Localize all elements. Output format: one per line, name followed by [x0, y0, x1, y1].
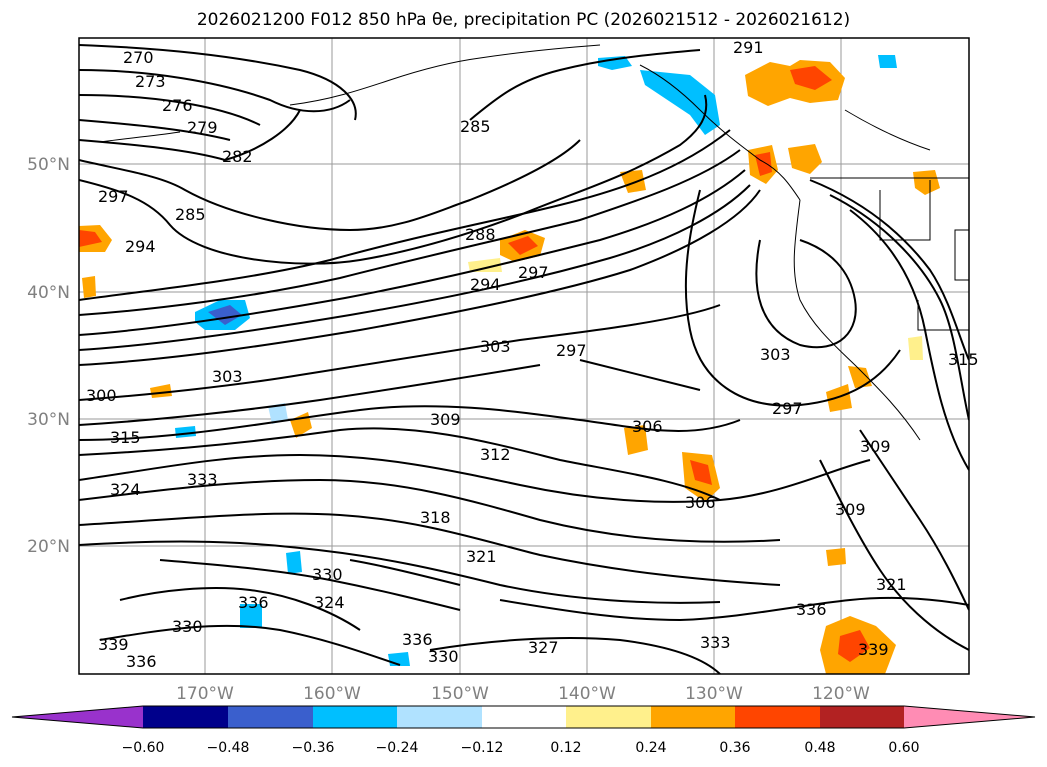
colorbar-extend-high [904, 706, 1035, 728]
contour-label-336d: 336 [126, 652, 157, 671]
colorbar-segment [651, 706, 735, 728]
precip-shading [79, 55, 940, 674]
contour-label-297b: 297 [518, 263, 549, 282]
colorbar-tick: 0.12 [550, 740, 581, 756]
theta-e-contours [79, 44, 969, 674]
contour-label-324: 324 [110, 480, 141, 499]
contour-label-group: 270 273 276 279 282 285 285 288 291 294 … [86, 38, 979, 671]
coastlines [99, 44, 969, 441]
contour-label-336b: 336 [402, 630, 433, 649]
contour-label-303c: 303 [760, 345, 791, 364]
lon-label-150w: 150°W [431, 684, 489, 704]
colorbar-segment [228, 706, 313, 728]
colorbar-segment [313, 706, 397, 728]
colorbar-segment [820, 706, 904, 728]
contour-label-297c: 297 [556, 341, 587, 360]
plot-area [79, 38, 969, 674]
contour-label-285b: 285 [460, 117, 491, 136]
contour-label-330: 330 [312, 565, 343, 584]
contour-label-321b: 321 [876, 575, 907, 594]
contour-label-339b: 339 [858, 640, 889, 659]
contour-label-306: 306 [632, 417, 663, 436]
colorbar-tick: 0.36 [719, 740, 750, 756]
lon-label-160w: 160°W [303, 684, 361, 704]
lon-label-130w: 130°W [685, 684, 743, 704]
contour-label-339: 339 [98, 635, 129, 654]
contour-label-330c: 330 [428, 647, 459, 666]
colorbar-tick: −0.24 [376, 740, 419, 756]
contour-label-327: 327 [528, 638, 559, 657]
contour-label-297d: 297 [772, 399, 803, 418]
colorbar-tick: 0.60 [888, 740, 919, 756]
contour-label-336c: 336 [796, 600, 827, 619]
contour-label-303: 303 [212, 367, 243, 386]
colorbar: −0.60 −0.48 −0.36 −0.24 −0.12 0.12 0.24 … [11, 705, 1036, 756]
lat-axis: 50°N 40°N 30°N 20°N [27, 155, 70, 557]
contour-label-309b: 309 [860, 437, 891, 456]
colorbar-tick: −0.12 [461, 740, 504, 756]
contour-label-309: 309 [430, 410, 461, 429]
contour-label-270: 270 [123, 48, 154, 67]
lat-label-30n: 30°N [27, 410, 70, 430]
contour-label-321: 321 [466, 547, 497, 566]
lon-axis: 170°W 160°W 150°W 140°W 130°W 120°W [176, 684, 870, 704]
colorbar-extend-low [12, 706, 143, 728]
contour-label-303b: 303 [480, 337, 511, 356]
colorbar-segment [482, 706, 566, 728]
contour-label-330b: 330 [172, 617, 203, 636]
contour-label-285: 285 [175, 205, 206, 224]
contour-label-279: 279 [187, 118, 218, 137]
colorbar-segment [397, 706, 482, 728]
contour-label-288: 288 [465, 225, 496, 244]
contour-label-315b: 315 [948, 350, 979, 369]
lat-label-50n: 50°N [27, 155, 70, 175]
map-title: 2026021200 F012 850 hPa θe, precipitatio… [196, 10, 851, 30]
contour-label-336: 336 [238, 593, 269, 612]
lat-label-20n: 20°N [27, 537, 70, 557]
colorbar-segment [566, 706, 651, 728]
contour-label-300: 300 [86, 386, 117, 405]
colorbar-tick: 0.24 [635, 740, 666, 756]
contour-label-333: 333 [187, 470, 218, 489]
contour-label-306b: 306 [685, 493, 716, 512]
lat-label-40n: 40°N [27, 283, 70, 303]
lon-label-170w: 170°W [176, 684, 234, 704]
colorbar-tick: −0.48 [207, 740, 250, 756]
contour-label-318: 318 [420, 508, 451, 527]
contour-label-294: 294 [125, 237, 156, 256]
contour-label-312: 312 [480, 445, 511, 464]
colorbar-tick: −0.36 [292, 740, 335, 756]
contour-label-333b: 333 [700, 633, 731, 652]
colorbar-segment [735, 706, 820, 728]
contour-label-324b: 324 [314, 593, 345, 612]
colorbar-tick: −0.60 [122, 740, 165, 756]
contour-label-309c: 309 [835, 500, 866, 519]
lon-label-140w: 140°W [558, 684, 616, 704]
contour-label-273: 273 [135, 72, 166, 91]
colorbar-tick: 0.48 [804, 740, 835, 756]
contour-label-297: 297 [98, 187, 129, 206]
contour-label-294b: 294 [470, 275, 501, 294]
colorbar-segment [143, 706, 228, 728]
contour-label-315: 315 [110, 428, 141, 447]
colorbar-ticks: −0.60 −0.48 −0.36 −0.24 −0.12 0.12 0.24 … [122, 740, 920, 756]
contour-label-276: 276 [162, 96, 193, 115]
plot-border [78, 37, 970, 675]
contour-label-282: 282 [222, 147, 253, 166]
gridlines [79, 38, 969, 674]
lon-label-120w: 120°W [812, 684, 870, 704]
contour-label-291: 291 [733, 38, 764, 57]
